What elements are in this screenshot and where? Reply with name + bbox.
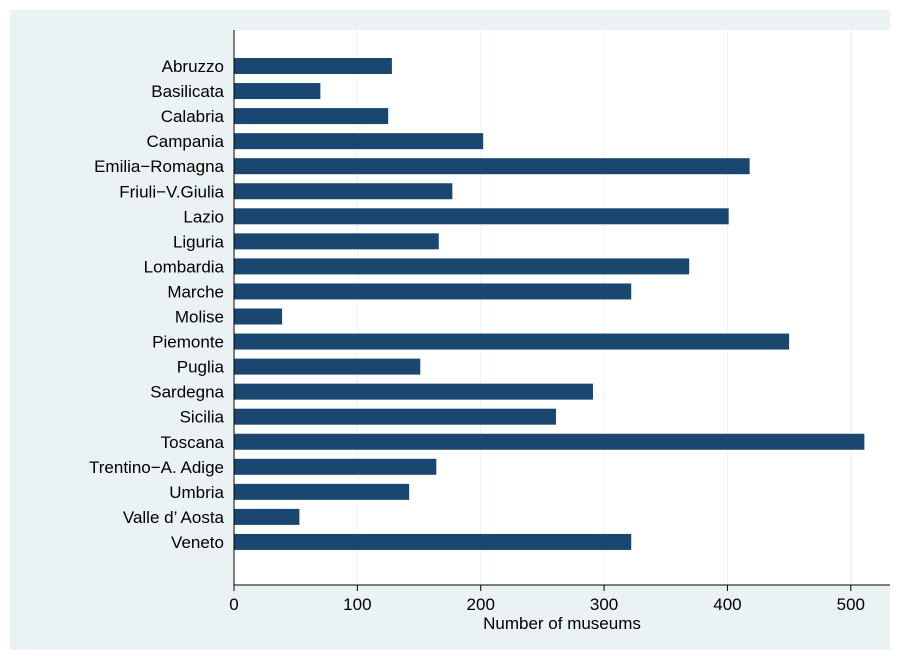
chart-frame: Abruzzo Basilicata Calabria Campania Emilia−… <box>10 10 890 650</box>
bar <box>234 308 283 325</box>
bar <box>234 108 389 125</box>
category-label: Abruzzo <box>162 57 224 76</box>
bar <box>234 433 865 450</box>
x-tick-label: 400 <box>713 595 741 614</box>
category-label: Umbria <box>169 483 224 502</box>
bar <box>234 408 556 425</box>
category-label: Campania <box>147 132 225 151</box>
bar <box>234 283 632 300</box>
bar-chart: Abruzzo Basilicata Calabria Campania Emilia−… <box>89 30 890 633</box>
category-label: Veneto <box>171 533 224 552</box>
bar <box>234 458 437 475</box>
bars <box>234 58 865 550</box>
bar <box>234 333 790 350</box>
bar <box>234 133 484 150</box>
category-label: Lombardia <box>144 257 225 276</box>
bar <box>234 258 690 275</box>
bar <box>234 208 729 225</box>
category-label: Emilia−Romagna <box>94 157 224 176</box>
category-label: Friuli−V.Giulia <box>119 182 224 201</box>
bar <box>234 533 632 550</box>
bar <box>234 58 392 74</box>
x-tick-label: 100 <box>343 595 371 614</box>
bar <box>234 233 439 250</box>
bar <box>234 83 321 100</box>
category-label: Liguria <box>173 232 225 251</box>
bar <box>234 183 453 200</box>
category-label: Sardegna <box>150 383 224 402</box>
category-label: Calabria <box>161 107 225 126</box>
x-tick-label: 500 <box>837 595 865 614</box>
x-tick-label: 300 <box>590 595 618 614</box>
category-label: Lazio <box>183 207 224 226</box>
bar <box>234 483 410 500</box>
category-label: Toscana <box>161 433 225 452</box>
bar <box>234 508 300 525</box>
x-ticks: 0 100 200 300 400 500 <box>229 585 865 614</box>
category-label: Marche <box>167 282 224 301</box>
bar <box>234 358 421 375</box>
bar <box>234 158 750 175</box>
category-label: Molise <box>175 308 224 327</box>
category-label: Sicilia <box>180 408 225 427</box>
x-tick-label: 0 <box>229 595 238 614</box>
bar <box>234 383 593 400</box>
category-label: Puglia <box>177 358 225 377</box>
category-labels: Abruzzo Basilicata Calabria Campania Emilia−… <box>89 57 225 552</box>
x-tick-label: 200 <box>467 595 495 614</box>
category-label: Trentino−A. Adige <box>89 458 224 477</box>
x-axis-title: Number of museums <box>483 614 641 633</box>
category-label: Valle d’ Aosta <box>123 508 225 527</box>
category-label: Basilicata <box>151 82 224 101</box>
category-label: Piemonte <box>152 333 224 352</box>
